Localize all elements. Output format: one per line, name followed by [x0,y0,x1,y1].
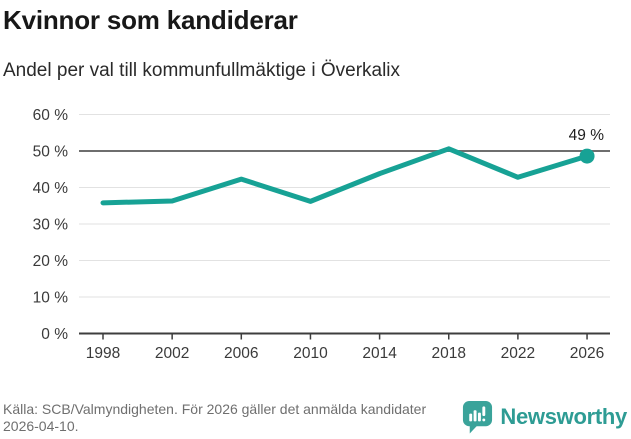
y-axis-tick-label: 30 % [33,217,69,234]
bar-chart-bubble-icon [463,400,493,434]
y-axis-tick-label: 10 % [33,290,69,307]
x-axis-tick-label: 2018 [432,345,466,362]
y-axis-tick-label: 0 % [41,326,68,343]
newsworthy-logo: Newsworthy [461,399,627,435]
x-axis-tick-label: 1998 [86,345,120,362]
y-axis-tick-label: 40 % [33,180,69,197]
y-axis-tick-label: 20 % [33,253,69,270]
x-axis-tick-label: 2002 [155,345,189,362]
page-title: Kvinnor som kandiderar [3,5,298,35]
x-axis-tick-label: 2010 [293,345,328,362]
data-line-women-candidates [100,146,590,206]
x-axis-tick-label: 2026 [570,345,604,362]
source-note: Källa: SCB/Valmyndigheten. För 2026 gäll… [3,401,427,434]
x-axis-tick-label: 2014 [362,345,397,362]
x-axis-tick-label: 2022 [501,345,535,362]
newsworthy-wordmark: Newsworthy [500,404,627,429]
last-point-value-label: 49 % [569,127,605,144]
x-axis-tick-label: 2006 [224,345,258,362]
y-axis-tick-label: 60 % [33,107,69,124]
last-point-marker [579,148,595,164]
chart-subtitle: Andel per val till kommunfullmäktige i Ö… [3,60,401,81]
y-axis-tick-label: 50 % [33,144,69,161]
line-chart: 0 % 10 % 20 % 30 % 40 % 50 % 60 % 1998 2002 2006 2… [33,107,610,362]
